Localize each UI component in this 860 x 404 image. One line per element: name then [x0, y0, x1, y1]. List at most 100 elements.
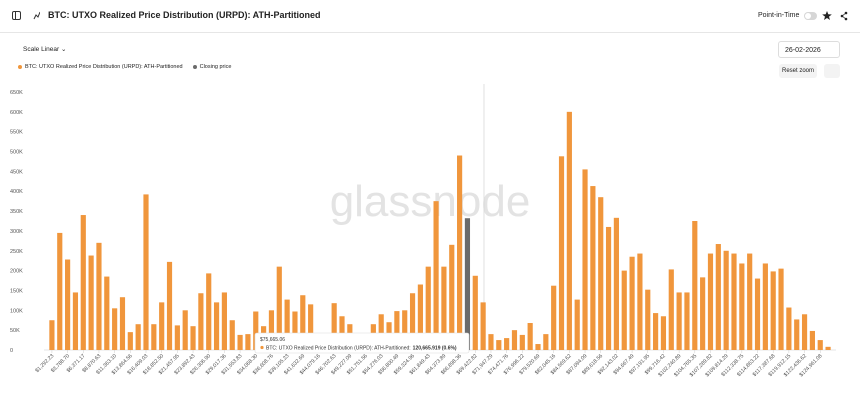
bar	[72, 292, 79, 350]
tooltip-value: 120,665.919 (0.6%)	[413, 346, 457, 352]
bar	[739, 263, 745, 350]
bar	[464, 218, 471, 350]
bar	[645, 289, 651, 350]
bar	[504, 338, 510, 350]
y-tick-label: 550K	[10, 130, 23, 136]
bar	[292, 311, 298, 350]
legend-label: BTC: UTXO Realized Price Distribution (U…	[25, 64, 183, 70]
bar	[551, 285, 557, 350]
bar	[268, 310, 275, 350]
y-tick-label: 150K	[10, 288, 23, 294]
bar	[692, 221, 698, 350]
y-tick-label: 650K	[10, 90, 23, 96]
bar	[457, 155, 463, 350]
bar	[707, 253, 714, 350]
bar	[88, 255, 94, 350]
bar	[613, 217, 619, 350]
bar	[276, 266, 282, 350]
tooltip-swatch	[260, 345, 264, 350]
bar	[378, 314, 384, 350]
bar	[449, 244, 455, 350]
bar	[417, 284, 423, 350]
bar	[817, 340, 823, 350]
bar	[213, 302, 220, 350]
bar	[245, 334, 251, 350]
y-tick-label: 350K	[10, 209, 23, 215]
y-tick-label: 250K	[10, 249, 23, 255]
bar	[660, 316, 667, 350]
tooltip-label: BTC: UTXO Realized Price Distribution (U…	[266, 346, 411, 352]
screenshot-button[interactable]	[824, 64, 840, 78]
bar	[49, 320, 55, 350]
bar	[300, 295, 306, 350]
bar	[253, 311, 259, 350]
bar	[723, 250, 729, 350]
bar	[159, 302, 165, 350]
bar	[221, 292, 227, 350]
bar	[308, 304, 314, 350]
header-icons	[12, 11, 40, 20]
bar	[770, 271, 776, 350]
bar	[441, 266, 447, 350]
toggle[interactable]	[804, 12, 817, 20]
y-tick-label: 300K	[10, 229, 23, 235]
y-tick-label: 500K	[10, 150, 23, 156]
date-picker[interactable]: 26-02-2026	[778, 41, 840, 58]
legend-item[interactable]: BTC: UTXO Realized Price Distribution (U…	[18, 64, 183, 70]
bar	[206, 273, 212, 350]
y-tick-label: 50K	[10, 328, 20, 334]
tooltip-price: $75,665.06	[260, 337, 285, 343]
bar	[598, 197, 604, 350]
bar	[65, 259, 71, 350]
bar	[394, 311, 400, 350]
bar	[527, 323, 533, 350]
bar	[143, 194, 149, 350]
bar	[747, 253, 753, 350]
bar	[433, 201, 439, 350]
bar	[519, 334, 525, 350]
bar	[480, 302, 486, 350]
watermark: glassnode	[330, 177, 531, 226]
bar	[786, 307, 792, 350]
bar	[409, 293, 416, 350]
tooltip-text: BTC: UTXO Realized Price Distribution (U…	[266, 346, 457, 352]
legend: BTC: UTXO Realized Price Distribution (U…	[18, 64, 231, 70]
bar	[284, 299, 290, 350]
legend-label: Closing price	[199, 64, 232, 70]
bar	[229, 320, 235, 350]
bar	[715, 244, 721, 350]
scale-dropdown[interactable]: Scale Linear ⌄	[23, 46, 67, 53]
header-actions[interactable]	[822, 11, 850, 21]
bar	[166, 261, 173, 350]
y-tick-label: 400K	[10, 189, 23, 195]
date-label: 26-02-2026	[785, 47, 821, 54]
page-title: BTC: UTXO Realized Price Distribution (U…	[48, 10, 321, 20]
bar	[198, 293, 204, 350]
bar	[653, 313, 659, 350]
header-bar	[0, 0, 860, 33]
bar	[190, 326, 196, 350]
bar	[731, 253, 737, 350]
bar	[809, 330, 815, 350]
reset-zoom[interactable]: Reset zoom	[779, 64, 817, 78]
bar	[488, 334, 494, 350]
bar	[151, 324, 157, 350]
bar	[684, 292, 690, 350]
bar	[754, 278, 761, 350]
y-tick-label: 600K	[10, 110, 23, 116]
bar	[700, 277, 706, 350]
tooltip: $75,665.06 BTC: UTXO Realized Price Distr…	[254, 332, 470, 354]
bar	[558, 156, 565, 350]
bar	[582, 169, 588, 350]
bar	[96, 242, 102, 350]
bar	[605, 226, 612, 350]
legend-item[interactable]: Closing price	[192, 64, 232, 70]
bar	[637, 253, 643, 350]
bar	[57, 232, 63, 350]
y-tick-label: 200K	[10, 269, 23, 275]
bar	[237, 334, 243, 350]
bar	[104, 276, 110, 350]
legend-swatch	[18, 65, 22, 69]
bar	[621, 270, 627, 350]
